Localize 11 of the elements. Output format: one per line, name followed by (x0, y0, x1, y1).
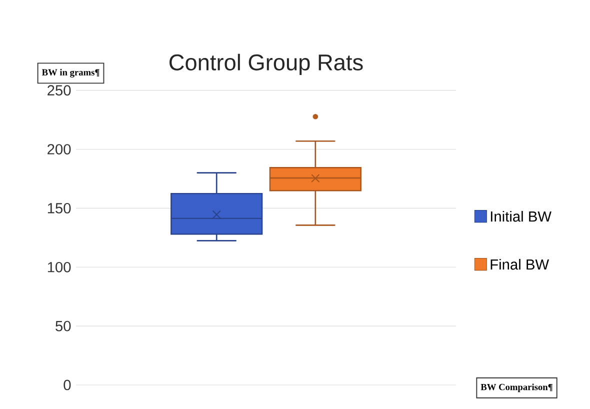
y-tick-label: 0 (64, 380, 71, 390)
y-tick-label: 200 (48, 144, 71, 154)
y-tick-label: 250 (48, 85, 71, 96)
legend-label: Initial BW (490, 210, 552, 222)
legend-label: Final BW (490, 258, 550, 270)
y-axis-title: BW in grams¶ (42, 68, 100, 78)
y-tick-label: 150 (48, 203, 71, 214)
y-tick-label: 100 (48, 262, 71, 272)
x-axis-title: BW Comparison¶ (480, 384, 552, 392)
y-tick-label: 50 (56, 320, 71, 332)
chart-title: Control Group Rats (170, 54, 363, 75)
